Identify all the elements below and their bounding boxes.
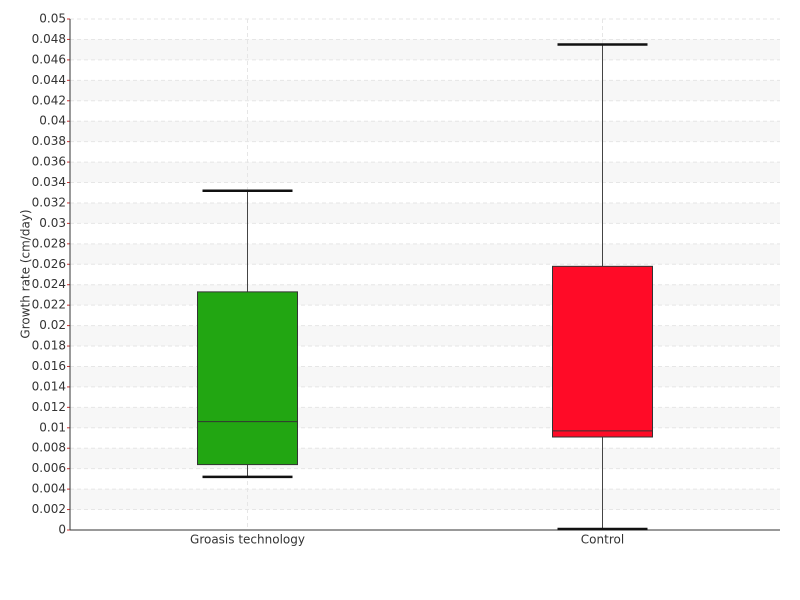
box [552,265,653,438]
grid-band [70,80,780,101]
grid-band [70,284,780,306]
grid-band [70,121,780,142]
y-tick-label: 0.006 [32,461,66,475]
x-tick-label: Groasis technology [190,533,305,547]
y-tick-label: 0.024 [32,277,66,291]
y-tick-label: 0.044 [32,73,66,87]
y-tick-label: 0.026 [32,257,66,271]
y-tick-label: 0.036 [32,155,66,169]
grid-band [70,243,780,265]
y-tick-label: 0.004 [32,482,66,496]
grid-band [70,489,780,510]
grid-band [70,202,780,224]
box [197,291,298,466]
y-tick-label: 0.028 [32,236,66,250]
y-tick-label: 0 [58,523,66,537]
y-tick-label: 0.018 [32,339,66,353]
y-tick-label: 0.046 [32,52,66,66]
y-tick-label: 0.04 [39,114,66,128]
y-tick-label: 0.034 [32,175,66,189]
y-tick-label: 0.022 [32,298,66,312]
y-tick-label: 0.008 [32,441,66,455]
y-tick-label: 0.016 [32,359,66,373]
grid-band [70,325,780,347]
y-tick-label: 0.042 [32,93,66,107]
grid-band [70,407,780,428]
grid-band [70,39,780,60]
y-tick-label: 0.02 [39,318,66,332]
y-tick-label: 0.014 [32,379,66,393]
y-tick-label: 0.03 [39,216,66,230]
y-tick-label: 0.012 [32,400,66,414]
grid-band [70,366,780,387]
y-tick-label: 0.038 [32,134,66,148]
y-tick-label: 0.01 [39,420,66,434]
y-axis-label: Growth rate (cm/day) [19,209,33,338]
x-tick-label: Control [581,533,624,547]
y-tick-label: 0.05 [39,12,66,26]
grid-band [70,162,780,183]
y-tick-label: 0.048 [32,32,66,46]
y-tick-label: 0.002 [32,502,66,516]
y-tick-label: 0.032 [32,195,66,209]
grid-band [70,448,780,469]
